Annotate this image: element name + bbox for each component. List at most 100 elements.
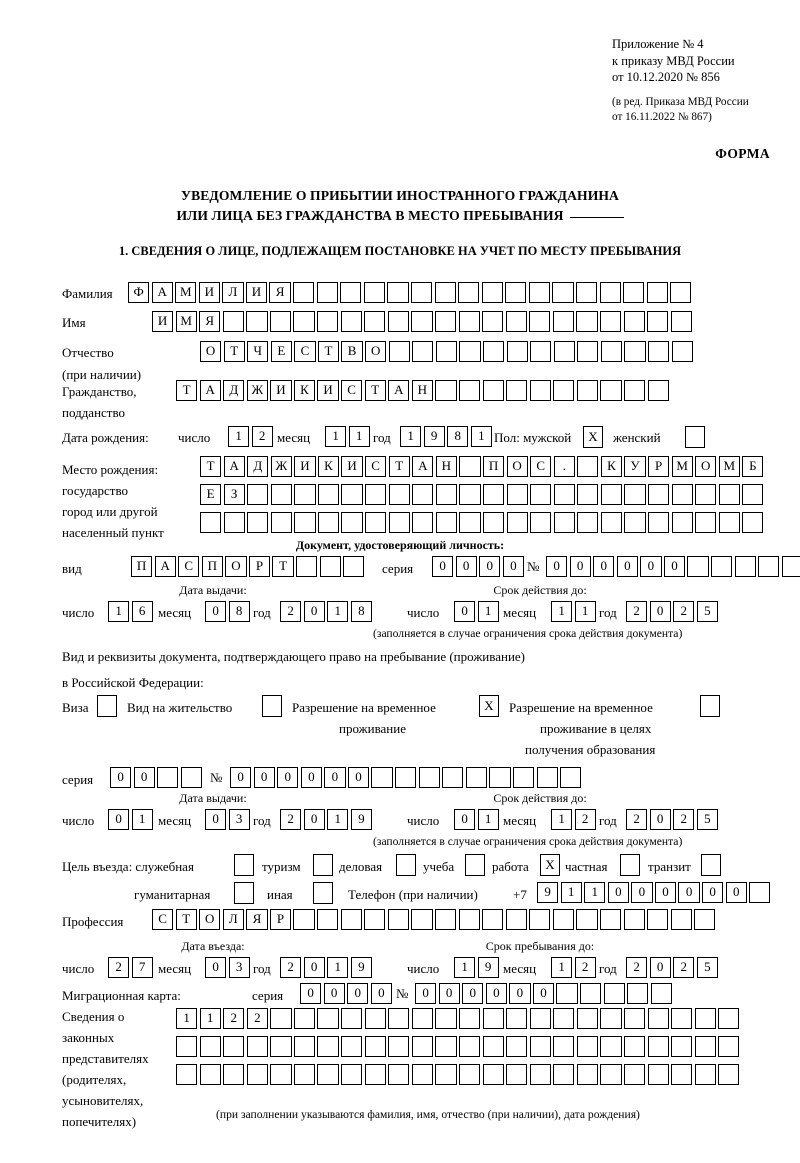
char-cell[interactable]: 0 [324, 767, 346, 789]
char-cell[interactable] [647, 909, 669, 931]
char-cell[interactable] [435, 484, 457, 506]
char-cell[interactable]: О [225, 556, 247, 578]
char-cell[interactable] [270, 1036, 292, 1058]
char-cell[interactable] [671, 484, 693, 506]
char-cell[interactable] [506, 484, 528, 506]
char-cell[interactable]: 1 [199, 1008, 221, 1030]
char-cell[interactable]: 0 [546, 556, 568, 578]
char-cell[interactable]: П [131, 556, 153, 578]
char-cell[interactable] [482, 1064, 504, 1086]
char-cell[interactable] [647, 512, 670, 534]
char-cell[interactable]: 1 [325, 426, 347, 448]
char-cell[interactable]: Т [272, 556, 294, 578]
char-cell[interactable]: 1 [327, 809, 349, 831]
char-cell[interactable] [246, 1064, 268, 1086]
char-cell[interactable] [553, 341, 575, 363]
char-cell[interactable]: 0 [253, 767, 275, 789]
char-cell[interactable]: 0 [485, 983, 507, 1005]
char-cell[interactable] [458, 1064, 481, 1086]
char-cell[interactable]: Л [222, 909, 244, 931]
char-cell[interactable] [316, 282, 338, 304]
char-cell[interactable] [411, 1008, 433, 1030]
char-cell[interactable] [340, 282, 362, 304]
char-cell[interactable] [694, 1064, 716, 1086]
char-cell[interactable] [552, 311, 575, 333]
char-cell[interactable] [624, 484, 646, 506]
char-cell[interactable] [512, 767, 535, 789]
legal-rep-boxes-line2[interactable] [176, 1036, 742, 1058]
char-cell[interactable] [646, 282, 668, 304]
char-cell[interactable] [435, 341, 457, 363]
char-cell[interactable]: 2 [673, 809, 695, 831]
char-cell[interactable] [434, 311, 457, 333]
char-cell[interactable]: 0 [454, 601, 476, 623]
char-cell[interactable]: 6 [131, 601, 153, 623]
char-cell[interactable]: 1 [560, 882, 582, 904]
char-cell[interactable] [553, 484, 575, 506]
char-cell[interactable] [364, 909, 386, 931]
legal-rep-boxes-line3[interactable] [176, 1064, 742, 1086]
char-cell[interactable]: 8 [228, 601, 250, 623]
purpose-humanitarian-checkbox[interactable] [234, 882, 254, 904]
char-cell[interactable] [269, 311, 292, 333]
char-cell[interactable] [199, 1036, 221, 1058]
char-cell[interactable]: Т [317, 341, 340, 363]
char-cell[interactable] [319, 556, 341, 578]
char-cell[interactable]: 0 [300, 983, 322, 1005]
char-cell[interactable] [371, 767, 393, 789]
char-cell[interactable]: Я [246, 909, 268, 931]
char-cell[interactable] [694, 909, 716, 931]
char-cell[interactable]: О [695, 456, 717, 478]
char-cell[interactable] [600, 1008, 622, 1030]
char-cell[interactable]: С [178, 556, 200, 578]
char-cell[interactable]: 1 [228, 426, 250, 448]
char-cell[interactable] [293, 282, 315, 304]
char-cell[interactable] [671, 1008, 693, 1030]
char-cell[interactable]: Ж [270, 456, 292, 478]
char-cell[interactable] [599, 909, 622, 931]
char-cell[interactable] [435, 1008, 457, 1030]
char-cell[interactable]: 0 [640, 556, 662, 578]
char-cell[interactable] [363, 282, 385, 304]
char-cell[interactable]: 1 [131, 809, 153, 831]
char-cell[interactable]: 1 [551, 957, 573, 979]
char-cell[interactable]: 0 [502, 556, 524, 578]
char-cell[interactable] [529, 380, 551, 402]
char-cell[interactable]: 1 [574, 601, 596, 623]
char-cell[interactable]: П [201, 556, 223, 578]
char-cell[interactable]: А [199, 380, 221, 402]
char-cell[interactable]: А [412, 456, 434, 478]
char-cell[interactable]: 1 [454, 957, 476, 979]
char-cell[interactable]: М [175, 311, 197, 333]
char-cell[interactable]: 1 [400, 426, 422, 448]
char-cell[interactable] [711, 556, 733, 578]
char-cell[interactable] [577, 341, 599, 363]
char-cell[interactable]: 0 [702, 882, 724, 904]
char-cell[interactable]: 0 [205, 809, 227, 831]
char-cell[interactable] [317, 1008, 339, 1030]
char-cell[interactable]: 0 [454, 809, 476, 831]
char-cell[interactable]: 0 [455, 556, 477, 578]
char-cell[interactable] [576, 1064, 599, 1086]
char-cell[interactable]: Е [200, 484, 222, 506]
char-cell[interactable]: К [600, 456, 623, 478]
char-cell[interactable] [435, 1036, 457, 1058]
char-cell[interactable]: 0 [649, 957, 671, 979]
char-cell[interactable]: 2 [246, 1008, 268, 1030]
char-cell[interactable]: 0 [205, 601, 227, 623]
char-cell[interactable] [506, 1008, 528, 1030]
char-cell[interactable] [742, 484, 764, 506]
char-cell[interactable] [482, 909, 504, 931]
char-cell[interactable]: Т [388, 456, 410, 478]
char-cell[interactable] [435, 512, 457, 534]
char-cell[interactable]: Е [270, 341, 292, 363]
